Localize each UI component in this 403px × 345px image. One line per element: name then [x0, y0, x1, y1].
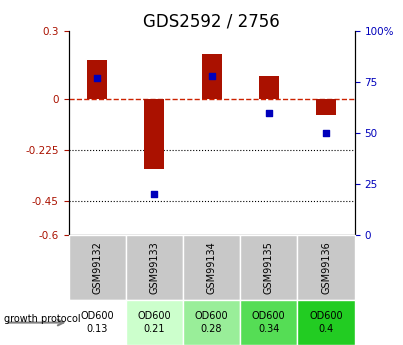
Text: GSM99134: GSM99134	[207, 241, 216, 294]
Bar	[240, 300, 297, 345]
Text: GSM99135: GSM99135	[264, 241, 274, 294]
Bar	[183, 300, 240, 345]
Point	[208, 73, 215, 79]
Title: GDS2592 / 2756: GDS2592 / 2756	[143, 13, 280, 31]
Text: GSM99133: GSM99133	[150, 241, 159, 294]
Bar	[183, 235, 240, 300]
Text: growth protocol: growth protocol	[4, 314, 81, 324]
Text: OD600
0.34: OD600 0.34	[252, 312, 286, 334]
Bar	[240, 235, 297, 300]
Text: GSM99136: GSM99136	[321, 241, 331, 294]
Bar	[69, 300, 126, 345]
Bar	[202, 54, 222, 99]
Bar	[126, 300, 183, 345]
Text: GSM99132: GSM99132	[92, 241, 102, 294]
Bar	[69, 235, 126, 300]
Point	[323, 130, 329, 136]
Point	[94, 75, 100, 81]
Bar	[297, 300, 355, 345]
Bar	[297, 235, 355, 300]
Bar	[126, 235, 183, 300]
Bar	[259, 76, 279, 99]
Bar	[316, 99, 336, 115]
Text: OD600
0.28: OD600 0.28	[195, 312, 229, 334]
Text: OD600
0.13: OD600 0.13	[80, 312, 114, 334]
Text: OD600
0.4: OD600 0.4	[309, 312, 343, 334]
Point	[151, 191, 158, 197]
Point	[266, 110, 272, 115]
Text: OD600
0.21: OD600 0.21	[137, 312, 171, 334]
Bar	[87, 60, 107, 99]
Bar	[144, 99, 164, 169]
